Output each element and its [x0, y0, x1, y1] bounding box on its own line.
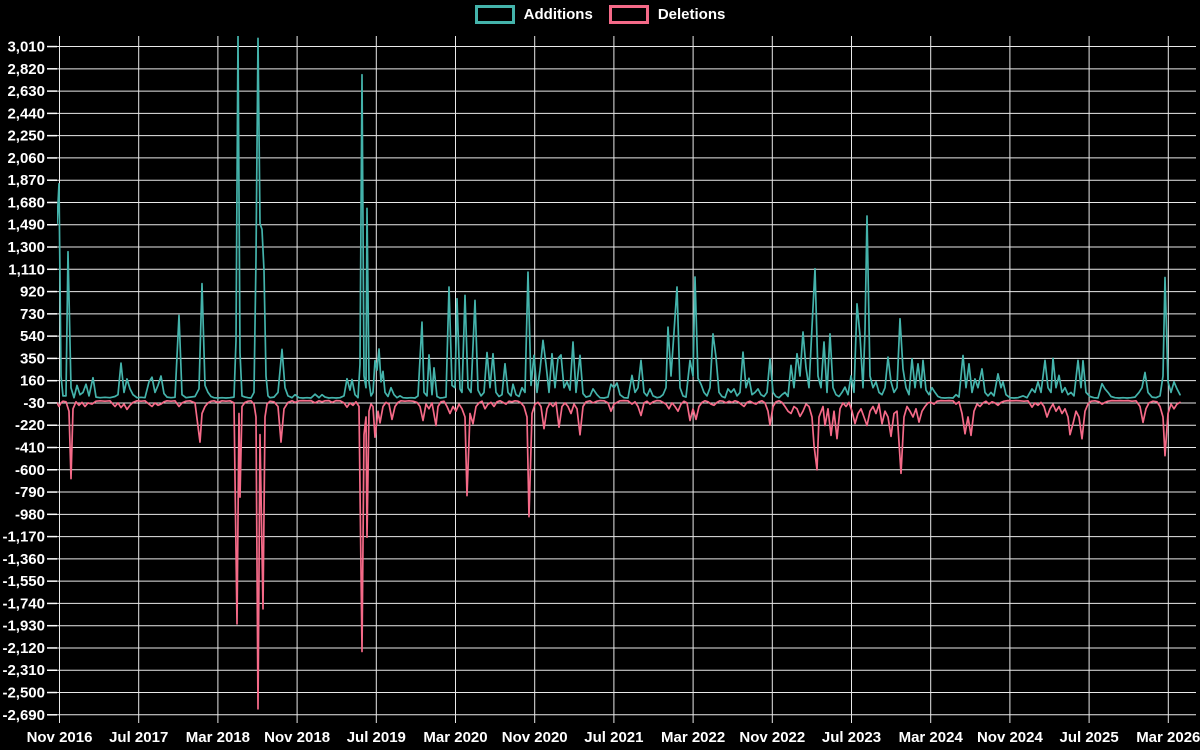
chart-legend: Additions Deletions: [0, 5, 1200, 24]
y-tick-label: -1,360: [2, 551, 45, 568]
y-tick-label: -1,740: [2, 595, 45, 612]
y-tick-label: 1,490: [7, 217, 45, 234]
x-tick-label: Nov 2024: [977, 729, 1044, 746]
legend-item-deletions: Deletions: [608, 5, 726, 24]
y-tick-label: -220: [15, 417, 45, 434]
x-tick-label: Nov 2018: [264, 729, 330, 746]
x-tick-label: Jul 2021: [584, 729, 643, 746]
y-tick-label: 160: [20, 373, 45, 390]
y-tick-label: 3,010: [7, 39, 45, 56]
x-tick-label: Nov 2016: [27, 729, 93, 746]
y-tick-label: -600: [15, 462, 45, 479]
x-tick-label: Mar 2024: [899, 729, 964, 746]
y-tick-label: 1,680: [7, 194, 45, 211]
y-tick-label: 540: [20, 328, 45, 345]
y-tick-label: -1,170: [2, 529, 45, 546]
y-tick-label: 1,870: [7, 172, 45, 189]
deletions-color-swatch: [608, 5, 649, 24]
additions-legend-label: Additions: [523, 6, 593, 23]
y-tick-label: -410: [15, 439, 45, 456]
y-tick-label: -1,550: [2, 573, 45, 590]
y-tick-label: 2,250: [7, 128, 45, 145]
additions-color-swatch: [474, 5, 515, 24]
x-tick-label: Jul 2025: [1059, 729, 1118, 746]
x-tick-label: Mar 2018: [186, 729, 250, 746]
y-tick-label: -2,690: [2, 707, 45, 724]
y-tick-label: -1,930: [2, 618, 45, 635]
y-tick-label: 2,820: [7, 61, 45, 78]
y-tick-label: -30: [23, 395, 45, 412]
y-tick-label: 920: [20, 284, 45, 301]
y-tick-label: 2,630: [7, 83, 45, 100]
y-tick-label: -2,310: [2, 662, 45, 679]
y-tick-label: 730: [20, 306, 45, 323]
additions-line: [57, 36, 1181, 399]
y-tick-label: -790: [15, 484, 45, 501]
y-tick-label: 1,300: [7, 239, 45, 256]
x-tick-label: Nov 2022: [739, 729, 805, 746]
y-tick-label: 1,110: [8, 261, 45, 278]
x-tick-label: Mar 2022: [661, 729, 725, 746]
x-tick-label: Mar 2020: [423, 729, 487, 746]
x-tick-label: Mar 2026: [1136, 729, 1200, 746]
y-tick-label: -980: [15, 506, 45, 523]
legend-item-additions: Additions: [474, 5, 593, 24]
x-tick-label: Nov 2020: [502, 729, 568, 746]
y-tick-label: 2,060: [7, 150, 45, 167]
x-tick-label: Jul 2019: [347, 729, 406, 746]
deletions-line: [57, 399, 1181, 710]
y-tick-label: 350: [20, 350, 45, 367]
y-tick-label: -2,500: [2, 685, 45, 702]
x-tick-label: Jul 2023: [822, 729, 881, 746]
x-tick-label: Jul 2017: [109, 729, 168, 746]
y-tick-label: -2,120: [2, 640, 45, 657]
deletions-legend-label: Deletions: [657, 6, 726, 23]
y-tick-label: 2,440: [7, 105, 45, 122]
